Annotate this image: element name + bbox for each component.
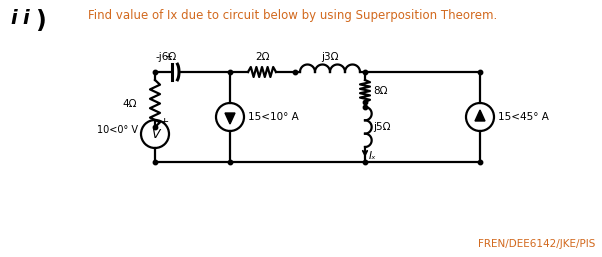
Text: Iₓ: Iₓ (369, 151, 377, 161)
Text: j3Ω: j3Ω (321, 52, 339, 62)
Text: -j6Ω: -j6Ω (155, 52, 176, 62)
Text: 8Ω: 8Ω (373, 86, 388, 96)
Text: ): ) (35, 9, 46, 33)
Text: Find value of Ix due to circuit below by using Superposition Theorem.: Find value of Ix due to circuit below by… (88, 9, 497, 22)
Text: i: i (10, 9, 17, 28)
Text: -: - (158, 141, 162, 151)
Text: 2Ω: 2Ω (255, 52, 269, 62)
Text: i: i (22, 9, 29, 28)
Text: j5Ω: j5Ω (373, 122, 391, 132)
Text: 15<10° A: 15<10° A (248, 112, 299, 122)
Polygon shape (225, 113, 235, 124)
Text: 4Ω: 4Ω (122, 99, 137, 109)
Text: +: + (164, 52, 172, 62)
Text: 15<45° A: 15<45° A (498, 112, 549, 122)
Text: FREN/DEE6142/JKE/PIS: FREN/DEE6142/JKE/PIS (477, 239, 595, 249)
Polygon shape (475, 110, 485, 121)
Text: +: + (160, 117, 169, 127)
Text: 10<0° V: 10<0° V (97, 125, 138, 135)
Text: V: V (150, 127, 160, 141)
